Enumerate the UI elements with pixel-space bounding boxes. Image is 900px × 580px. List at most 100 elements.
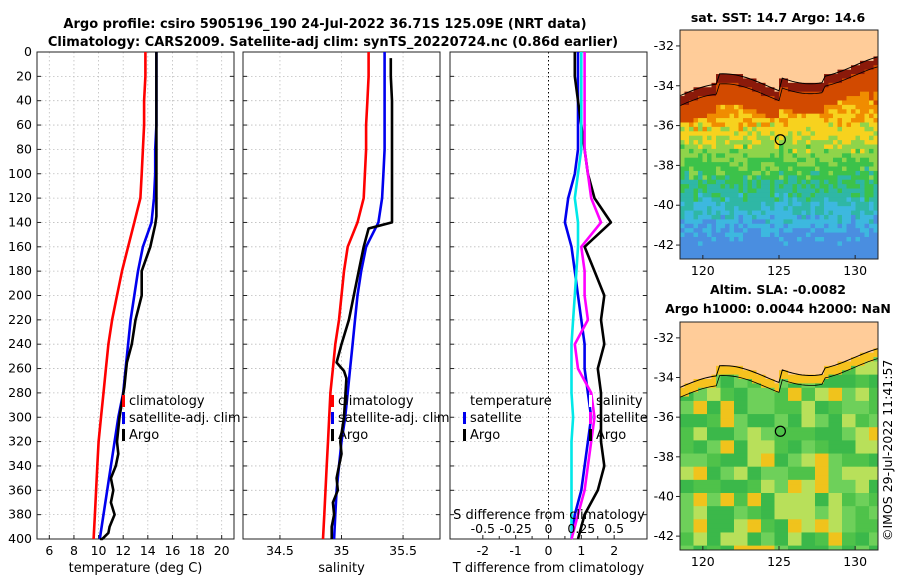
x-tick-label: -1 xyxy=(509,543,521,558)
map-cell xyxy=(801,444,807,450)
map-cell xyxy=(828,514,834,520)
map-cell xyxy=(860,453,865,459)
map-cell xyxy=(720,140,726,145)
map-cell xyxy=(801,374,807,380)
map-cell xyxy=(833,250,838,256)
map-cell xyxy=(743,497,748,503)
map-cell xyxy=(779,427,784,433)
map-cell xyxy=(702,436,708,441)
map-cell xyxy=(680,343,685,349)
map-cell xyxy=(851,497,856,503)
map-cell xyxy=(693,326,699,332)
map-cell xyxy=(801,241,807,247)
map-cell xyxy=(756,471,762,476)
map-cell xyxy=(783,471,789,476)
map-cell xyxy=(846,462,852,468)
map-cell xyxy=(770,250,775,256)
map-cell xyxy=(864,440,870,446)
map-cell xyxy=(819,357,825,362)
map-cell xyxy=(797,210,802,216)
map-cell xyxy=(792,427,798,433)
map-cell xyxy=(707,457,712,463)
map-cell xyxy=(810,418,816,424)
map-cell xyxy=(806,184,811,190)
map-cell xyxy=(779,175,784,181)
map-cell xyxy=(747,131,753,137)
map-cell xyxy=(743,135,748,141)
map-cell xyxy=(860,449,865,455)
map-cell xyxy=(756,357,762,362)
map-cell xyxy=(819,532,825,538)
map-cell xyxy=(824,352,829,358)
map-cell xyxy=(716,453,721,459)
map-cell xyxy=(684,343,690,349)
map-cell xyxy=(869,197,874,203)
map-cell xyxy=(765,78,771,84)
map-cell xyxy=(774,126,780,132)
map-cell xyxy=(819,427,825,433)
map-cell xyxy=(824,370,829,376)
map-cell xyxy=(761,370,766,376)
map-cell xyxy=(779,528,784,533)
map-cell xyxy=(711,197,717,203)
map-cell xyxy=(765,153,771,159)
map-cell xyxy=(842,409,847,415)
map-cell xyxy=(752,254,757,260)
map-cell xyxy=(729,422,735,428)
map-cell xyxy=(855,335,861,341)
map-cell xyxy=(747,436,753,441)
y-tick-label: 20 xyxy=(16,68,32,83)
map-cell xyxy=(797,122,802,128)
map-cell xyxy=(716,170,721,176)
map-cell xyxy=(860,326,865,332)
map-cell xyxy=(864,69,870,75)
map-cell xyxy=(860,322,865,327)
map-cell xyxy=(702,348,708,354)
map-cell xyxy=(761,440,766,446)
map-cell xyxy=(689,166,694,172)
map-cell xyxy=(684,475,690,481)
map-cell xyxy=(747,184,753,190)
map-cell xyxy=(873,532,879,538)
map-cell xyxy=(756,431,762,437)
map-cell xyxy=(797,431,802,437)
map-cell xyxy=(833,206,838,212)
map-cell xyxy=(846,140,852,145)
map-cell xyxy=(743,91,748,97)
map-cell xyxy=(725,166,730,172)
map-cell xyxy=(846,379,852,384)
map-cell xyxy=(707,392,712,398)
map-cell xyxy=(693,519,699,525)
map-cell xyxy=(815,414,820,419)
map-cell xyxy=(680,422,685,428)
map-cell xyxy=(860,523,865,529)
map-cell xyxy=(779,497,784,503)
map-cell xyxy=(684,113,690,119)
map-cell xyxy=(711,166,717,172)
map-cell xyxy=(873,179,879,185)
legend-swatch xyxy=(589,429,592,441)
map-cell xyxy=(873,47,879,53)
map-cell xyxy=(711,545,717,551)
map-cell xyxy=(842,343,847,349)
map-cell xyxy=(693,126,699,132)
map-cell xyxy=(815,387,820,393)
map-cell xyxy=(851,210,856,216)
map-cell xyxy=(738,144,744,150)
map-cell xyxy=(702,82,708,88)
map-cell xyxy=(801,236,807,242)
map-cell xyxy=(765,87,771,93)
map-cell xyxy=(815,457,820,463)
map-cell xyxy=(855,30,861,35)
map-cell xyxy=(770,418,775,424)
figure-title-line1: Argo profile: csiro 5905196_190 24-Jul-2… xyxy=(63,17,586,32)
map-cell xyxy=(846,34,852,40)
map-cell xyxy=(779,113,784,119)
map-cell xyxy=(855,100,861,106)
map-cell xyxy=(711,431,717,437)
map-cell xyxy=(846,30,852,35)
map-cell xyxy=(711,493,717,498)
map-cell xyxy=(738,43,744,49)
map-cell xyxy=(860,528,865,533)
map-cell xyxy=(788,444,793,450)
